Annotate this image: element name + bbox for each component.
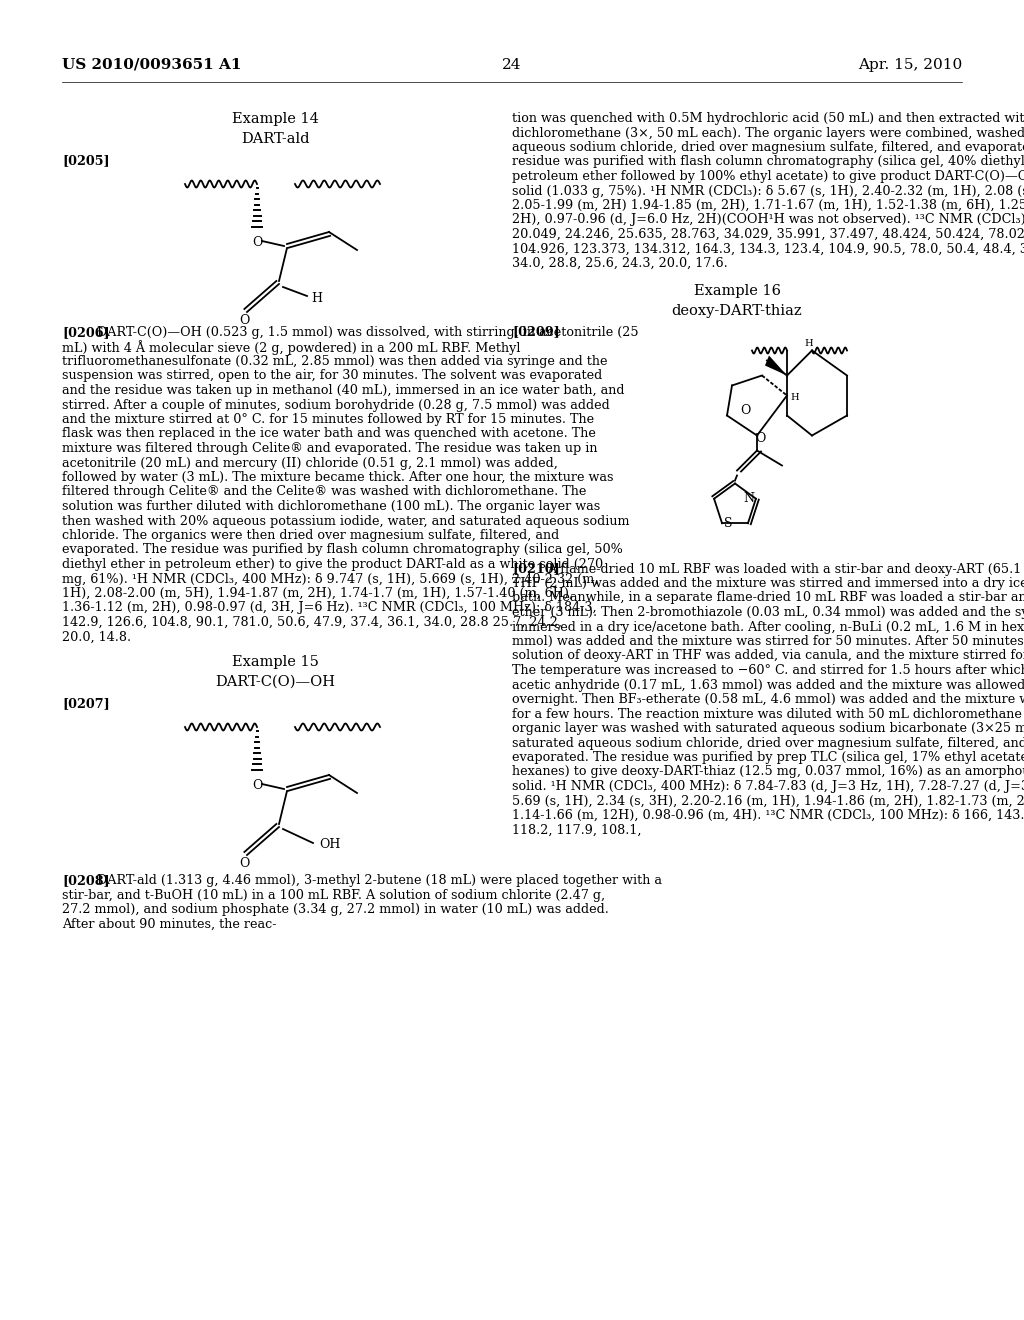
Text: [0205]: [0205] bbox=[62, 154, 110, 168]
Text: 24: 24 bbox=[502, 58, 522, 73]
Text: residue was purified with flash column chromatography (silica gel, 40% diethyl e: residue was purified with flash column c… bbox=[512, 156, 1024, 169]
Text: O: O bbox=[252, 779, 262, 792]
Text: and the residue was taken up in methanol (40 mL), immersed in an ice water bath,: and the residue was taken up in methanol… bbox=[62, 384, 625, 397]
Text: 104.926, 123.373, 134.312, 164.3, 134.3, 123.4, 104.9, 90.5, 78.0, 50.4, 48.4, 3: 104.926, 123.373, 134.312, 164.3, 134.3,… bbox=[512, 243, 1024, 256]
Text: DART-C(O)—OH: DART-C(O)—OH bbox=[215, 675, 335, 689]
Text: flask was then replaced in the ice water bath and was quenched with acetone. The: flask was then replaced in the ice water… bbox=[62, 428, 596, 441]
Text: 20.049, 24.246, 25.635, 28.763, 34.029, 35.991, 37.497, 48.424, 50.424, 78.021, : 20.049, 24.246, 25.635, 28.763, 34.029, … bbox=[512, 228, 1024, 242]
Text: bath. Meanwhile, in a separate flame-dried 10 mL RBF was loaded a stir-bar and d: bath. Meanwhile, in a separate flame-dri… bbox=[512, 591, 1024, 605]
Text: THF (2 mL) was added and the mixture was stirred and immersed into a dry ice/ace: THF (2 mL) was added and the mixture was… bbox=[512, 577, 1024, 590]
Text: evaporated. The residue was purified by prep TLC (silica gel, 17% ethyl acetate : evaporated. The residue was purified by … bbox=[512, 751, 1024, 764]
Text: aqueous sodium chloride, dried over magnesium sulfate, filtered, and evaporated.: aqueous sodium chloride, dried over magn… bbox=[512, 141, 1024, 154]
Text: Example 15: Example 15 bbox=[231, 655, 318, 669]
Text: N: N bbox=[743, 492, 754, 506]
Text: organic layer was washed with saturated aqueous sodium bicarbonate (3×25 mL) and: organic layer was washed with saturated … bbox=[512, 722, 1024, 735]
Text: mmol) was added and the mixture was stirred for 50 minutes. After 50 minutes, th: mmol) was added and the mixture was stir… bbox=[512, 635, 1024, 648]
Text: and the mixture stirred at 0° C. for 15 minutes followed by RT for 15 minutes. T: and the mixture stirred at 0° C. for 15 … bbox=[62, 413, 594, 426]
Text: H: H bbox=[805, 339, 813, 348]
Text: then washed with 20% aqueous potassium iodide, water, and saturated aqueous sodi: then washed with 20% aqueous potassium i… bbox=[62, 515, 630, 528]
Text: chloride. The organics were then dried over magnesium sulfate, filtered, and: chloride. The organics were then dried o… bbox=[62, 529, 559, 543]
Text: trifluoromethanesulfonate (0.32 mL, 2.85 mmol) was then added via syringe and th: trifluoromethanesulfonate (0.32 mL, 2.85… bbox=[62, 355, 607, 368]
Text: O: O bbox=[239, 314, 249, 327]
Text: A flame-dried 10 mL RBF was loaded with a stir-bar and deoxy-ART (65.1 mg, 0.24 : A flame-dried 10 mL RBF was loaded with … bbox=[547, 562, 1024, 576]
Text: After about 90 minutes, the reac-: After about 90 minutes, the reac- bbox=[62, 917, 276, 931]
Text: [0207]: [0207] bbox=[62, 697, 110, 710]
Text: The temperature was increased to −60° C. and stirred for 1.5 hours after which t: The temperature was increased to −60° C.… bbox=[512, 664, 1024, 677]
Text: 20.0, 14.8.: 20.0, 14.8. bbox=[62, 631, 131, 644]
Text: followed by water (3 mL). The mixture became thick. After one hour, the mixture : followed by water (3 mL). The mixture be… bbox=[62, 471, 613, 484]
Text: hexanes) to give deoxy-DART-thiaz (12.5 mg, 0.037 mmol, 16%) as an amorphous off: hexanes) to give deoxy-DART-thiaz (12.5 … bbox=[512, 766, 1024, 779]
Text: DART-C(O)—OH (0.523 g, 1.5 mmol) was dissolved, with stirring, in acetonitrile (: DART-C(O)—OH (0.523 g, 1.5 mmol) was dis… bbox=[97, 326, 639, 339]
Text: [0209]: [0209] bbox=[512, 326, 560, 338]
Text: [0206]: [0206] bbox=[62, 326, 110, 339]
Text: diethyl ether in petroleum ether) to give the product DART-ald as a white solid : diethyl ether in petroleum ether) to giv… bbox=[62, 558, 603, 572]
Text: evaporated. The residue was purified by flash column chromatography (silica gel,: evaporated. The residue was purified by … bbox=[62, 544, 623, 557]
Text: O: O bbox=[755, 433, 765, 446]
Text: DART-ald: DART-ald bbox=[241, 132, 309, 147]
Text: ether (3 mL). Then 2-bromothiazole (0.03 mL, 0.34 mmol) was added and the system: ether (3 mL). Then 2-bromothiazole (0.03… bbox=[512, 606, 1024, 619]
Text: OH: OH bbox=[319, 838, 340, 851]
Text: overnight. Then BF₃-etherate (0.58 mL, 4.6 mmol) was added and the mixture was s: overnight. Then BF₃-etherate (0.58 mL, 4… bbox=[512, 693, 1024, 706]
Text: deoxy-DART-thiaz: deoxy-DART-thiaz bbox=[672, 304, 803, 318]
Text: 27.2 mmol), and sodium phosphate (3.34 g, 27.2 mmol) in water (10 mL) was added.: 27.2 mmol), and sodium phosphate (3.34 g… bbox=[62, 903, 609, 916]
Text: acetonitrile (20 mL) and mercury (II) chloride (0.51 g, 2.1 mmol) was added,: acetonitrile (20 mL) and mercury (II) ch… bbox=[62, 457, 558, 470]
Text: saturated aqueous sodium chloride, dried over magnesium sulfate, filtered, and: saturated aqueous sodium chloride, dried… bbox=[512, 737, 1024, 750]
Text: mixture was filtered through Celite® and evaporated. The residue was taken up in: mixture was filtered through Celite® and… bbox=[62, 442, 597, 455]
Text: O: O bbox=[252, 236, 262, 249]
Text: 34.0, 28.8, 25.6, 24.3, 20.0, 17.6.: 34.0, 28.8, 25.6, 24.3, 20.0, 17.6. bbox=[512, 257, 728, 271]
Text: solid. ¹H NMR (CDCl₃, 400 MHz): δ 7.84-7.83 (d, J=3 Hz, 1H), 7.28-7.27 (d, J=3 H: solid. ¹H NMR (CDCl₃, 400 MHz): δ 7.84-7… bbox=[512, 780, 1024, 793]
Text: O: O bbox=[739, 404, 751, 417]
Text: 2.05-1.99 (m, 2H) 1.94-1.85 (m, 2H), 1.71-1.67 (m, 1H), 1.52-1.38 (m, 6H), 1.25-: 2.05-1.99 (m, 2H) 1.94-1.85 (m, 2H), 1.7… bbox=[512, 199, 1024, 213]
Text: solution was further diluted with dichloromethane (100 mL). The organic layer wa: solution was further diluted with dichlo… bbox=[62, 500, 600, 513]
Text: H: H bbox=[790, 393, 799, 403]
Text: US 2010/0093651 A1: US 2010/0093651 A1 bbox=[62, 58, 242, 73]
Text: solution of deoxy-ART in THF was added, via canula, and the mixture stirred for : solution of deoxy-ART in THF was added, … bbox=[512, 649, 1024, 663]
Text: S: S bbox=[724, 517, 732, 529]
Text: acetic anhydride (0.17 mL, 1.63 mmol) was added and the mixture was allowed to s: acetic anhydride (0.17 mL, 1.63 mmol) wa… bbox=[512, 678, 1024, 692]
Text: Apr. 15, 2010: Apr. 15, 2010 bbox=[858, 58, 962, 73]
Text: 1.36-1.12 (m, 2H), 0.98-0.97 (d, 3H, J=6 Hz). ¹³C NMR (CDCl₃, 100 MHz): δ 184.3,: 1.36-1.12 (m, 2H), 0.98-0.97 (d, 3H, J=6… bbox=[62, 602, 597, 615]
Polygon shape bbox=[765, 355, 787, 375]
Text: 1H), 2.08-2.00 (m, 5H), 1.94-1.87 (m, 2H), 1.74-1.7 (m, 1H), 1.57-1.40 (m, 6H),: 1H), 2.08-2.00 (m, 5H), 1.94-1.87 (m, 2H… bbox=[62, 587, 573, 601]
Text: immersed in a dry ice/acetone bath. After cooling, n-BuLi (0.2 mL, 1.6 M in hexa: immersed in a dry ice/acetone bath. Afte… bbox=[512, 620, 1024, 634]
Text: filtered through Celite® and the Celite® was washed with dichloromethane. The: filtered through Celite® and the Celite®… bbox=[62, 486, 587, 499]
Text: solid (1.033 g, 75%). ¹H NMR (CDCl₃): δ 5.67 (s, 1H), 2.40-2.32 (m, 1H), 2.08 (s: solid (1.033 g, 75%). ¹H NMR (CDCl₃): δ … bbox=[512, 185, 1024, 198]
Text: [0210]: [0210] bbox=[512, 562, 560, 576]
Text: for a few hours. The reaction mixture was diluted with 50 mL dichloromethane and: for a few hours. The reaction mixture wa… bbox=[512, 708, 1024, 721]
Text: 2H), 0.97-0.96 (d, J=6.0 Hz, 2H)(COOH¹H was not observed). ¹³C NMR (CDCl₃): δ 17: 2H), 0.97-0.96 (d, J=6.0 Hz, 2H)(COOH¹H … bbox=[512, 214, 1024, 227]
Text: H: H bbox=[311, 292, 322, 305]
Text: 118.2, 117.9, 108.1,: 118.2, 117.9, 108.1, bbox=[512, 824, 641, 837]
Text: DART-ald (1.313 g, 4.46 mmol), 3-methyl 2-butene (18 mL) were placed together wi: DART-ald (1.313 g, 4.46 mmol), 3-methyl … bbox=[97, 874, 663, 887]
Text: 142.9, 126.6, 104.8, 90.1, 781.0, 50.6, 47.9, 37.4, 36.1, 34.0, 28.8 25.7, 24.2,: 142.9, 126.6, 104.8, 90.1, 781.0, 50.6, … bbox=[62, 616, 562, 630]
Text: Example 14: Example 14 bbox=[231, 112, 318, 125]
Text: 1.14-1.66 (m, 12H), 0.98-0.96 (m, 4H). ¹³C NMR (CDCl₃, 100 MHz): δ 166, 143.2, 1: 1.14-1.66 (m, 12H), 0.98-0.96 (m, 4H). ¹… bbox=[512, 809, 1024, 822]
Text: mg, 61%). ¹H NMR (CDCl₃, 400 MHz): δ 9.747 (s, 1H), 5.669 (s, 1H), 2.40-2.32 (m,: mg, 61%). ¹H NMR (CDCl₃, 400 MHz): δ 9.7… bbox=[62, 573, 598, 586]
Text: mL) with 4 Å molecular sieve (2 g, powdered) in a 200 mL RBF. Methyl: mL) with 4 Å molecular sieve (2 g, powde… bbox=[62, 341, 520, 355]
Text: 5.69 (s, 1H), 2.34 (s, 3H), 2.20-2.16 (m, 1H), 1.94-1.86 (m, 2H), 1.82-1.73 (m, : 5.69 (s, 1H), 2.34 (s, 3H), 2.20-2.16 (m… bbox=[512, 795, 1024, 808]
Text: dichloromethane (3×, 50 mL each). The organic layers were combined, washed with : dichloromethane (3×, 50 mL each). The or… bbox=[512, 127, 1024, 140]
Text: suspension was stirred, open to the air, for 30 minutes. The solvent was evapora: suspension was stirred, open to the air,… bbox=[62, 370, 602, 383]
Text: stir-bar, and t-BuOH (10 mL) in a 100 mL RBF. A solution of sodium chlorite (2.4: stir-bar, and t-BuOH (10 mL) in a 100 mL… bbox=[62, 888, 605, 902]
Text: Example 16: Example 16 bbox=[693, 284, 780, 297]
Text: stirred. After a couple of minutes, sodium borohydride (0.28 g, 7.5 mmol) was ad: stirred. After a couple of minutes, sodi… bbox=[62, 399, 609, 412]
Text: [0208]: [0208] bbox=[62, 874, 110, 887]
Text: O: O bbox=[239, 857, 249, 870]
Text: tion was quenched with 0.5M hydrochloric acid (50 mL) and then extracted with: tion was quenched with 0.5M hydrochloric… bbox=[512, 112, 1024, 125]
Text: petroleum ether followed by 100% ethyl acetate) to give product DART-C(O)—OH as : petroleum ether followed by 100% ethyl a… bbox=[512, 170, 1024, 183]
